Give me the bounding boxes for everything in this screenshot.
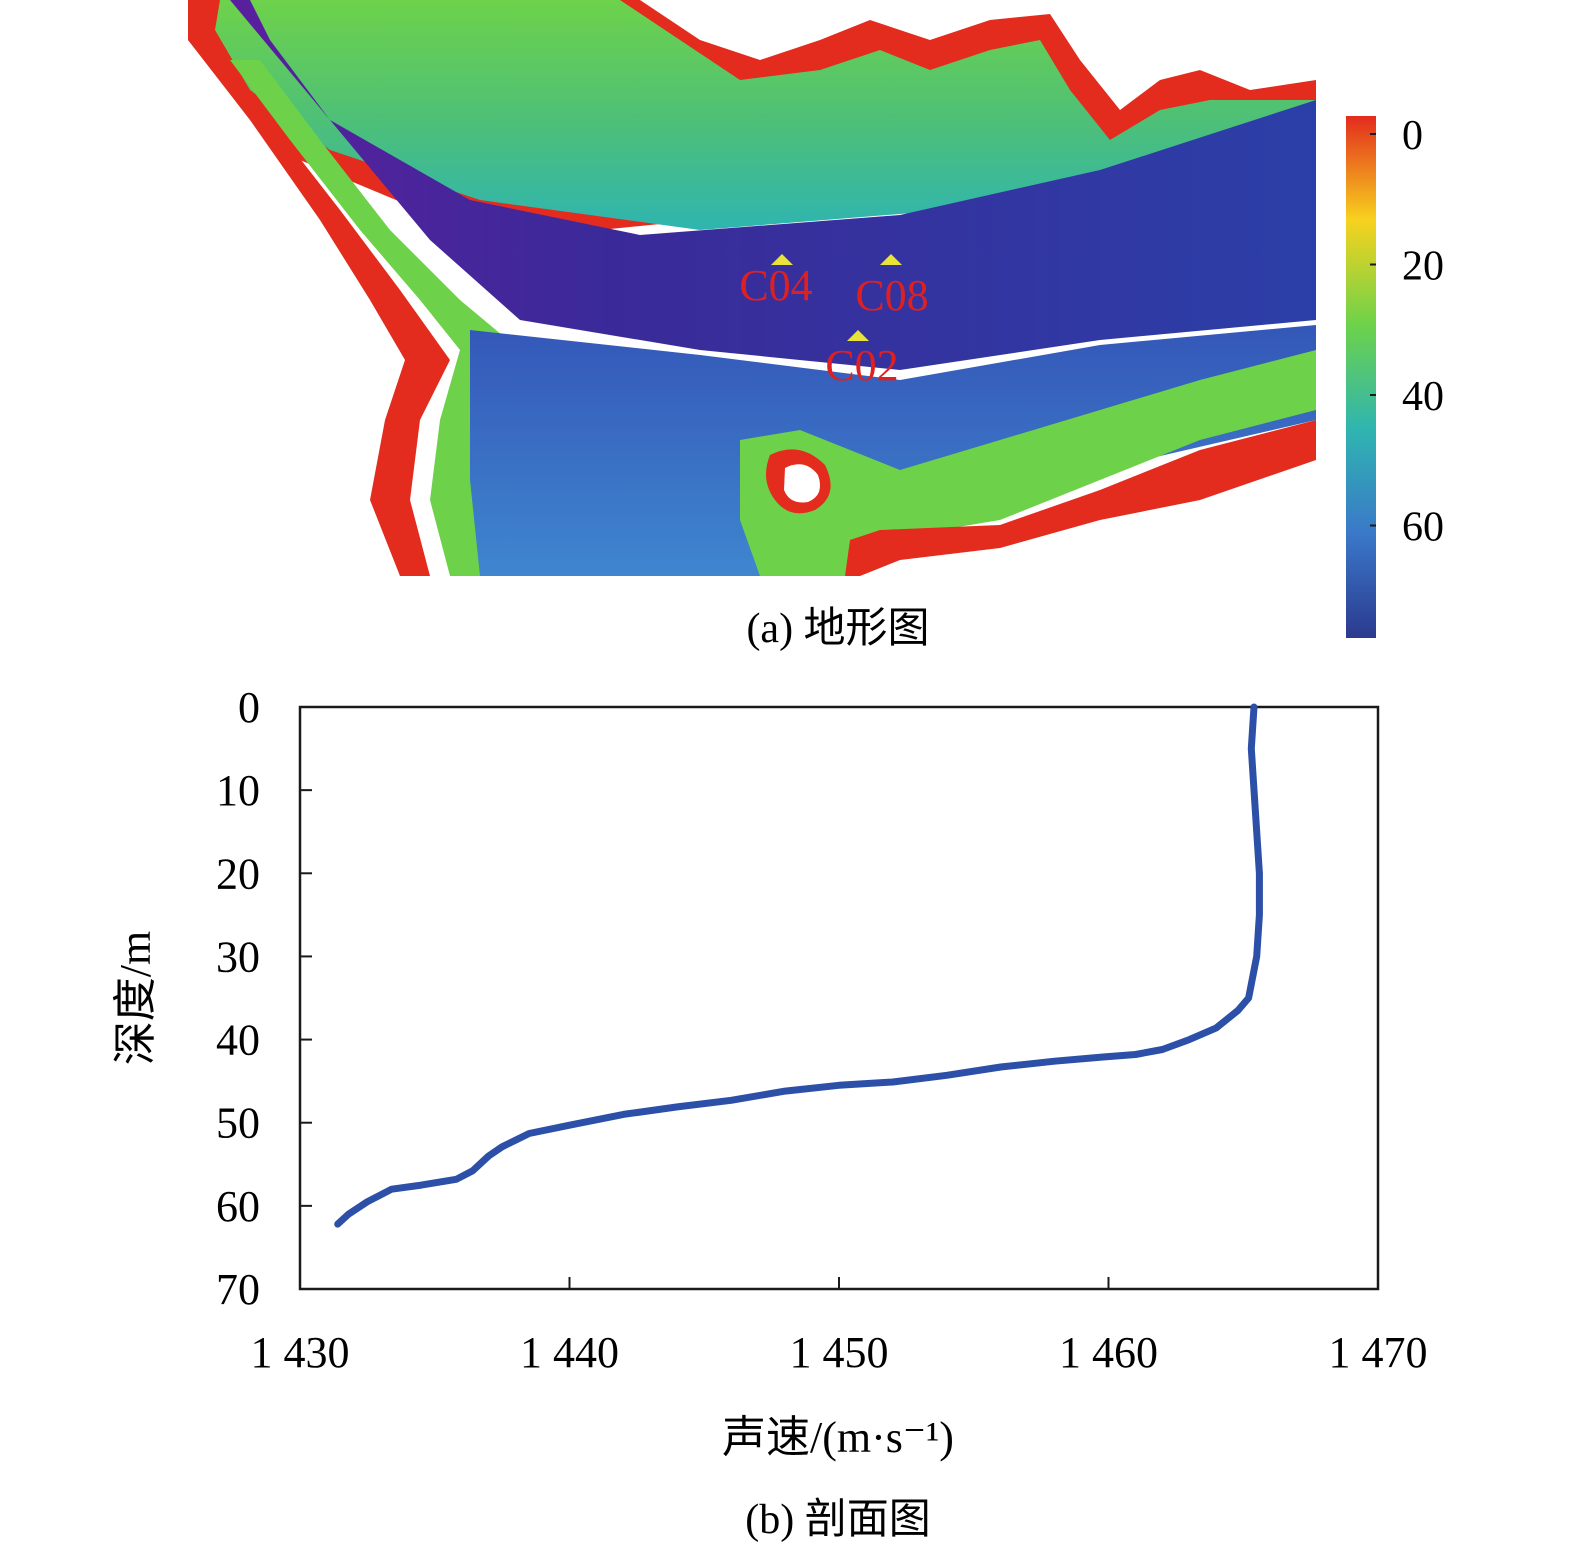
y-tick-label: 40 — [216, 1016, 260, 1065]
x-tick-label: 1 440 — [520, 1328, 619, 1377]
colorbar-ticks: 0 20 40 60 — [1370, 113, 1444, 551]
colorbar-bar — [1346, 116, 1376, 638]
panel-b-caption: (b) 剖面图 — [745, 1497, 930, 1543]
bathymetry-map — [188, 0, 1316, 576]
colorbar-tick-label: 20 — [1402, 244, 1444, 290]
west-shelf — [230, 60, 520, 576]
deep-channel — [230, 0, 1316, 370]
y-tick-label: 0 — [238, 683, 260, 732]
colorbar-tick-label: 60 — [1402, 505, 1444, 551]
station-label-c08: C08 — [855, 271, 928, 320]
x-tick-label: 1 470 — [1329, 1328, 1428, 1377]
y-tick-label: 30 — [216, 932, 260, 981]
north-shelf — [215, 0, 1316, 230]
y-tick-label: 20 — [216, 849, 260, 898]
x-axis-label: 声速/(m·s⁻¹) — [722, 1413, 954, 1462]
station-marker-c04 — [771, 254, 793, 265]
south-shelf — [740, 350, 1316, 576]
x-tick-label: 1 450 — [790, 1328, 889, 1377]
south-shore-red — [845, 420, 1316, 576]
island-core — [784, 464, 821, 503]
station-label-c02: C02 — [825, 341, 898, 390]
y-tick-label: 70 — [216, 1265, 260, 1314]
colorbar: 0 20 40 60 — [1346, 113, 1444, 638]
station-label-c04: C04 — [739, 261, 812, 310]
south-basin — [470, 325, 1316, 576]
x-axis-ticks: 1 430 1 440 1 450 1 460 1 470 — [251, 1277, 1428, 1377]
colorbar-tick-label: 0 — [1402, 113, 1423, 159]
colorbar-tick-label: 40 — [1402, 374, 1444, 420]
x-tick-label: 1 460 — [1059, 1328, 1158, 1377]
stations: C04 C08 C02 — [739, 254, 929, 390]
plot-frame — [298, 705, 1380, 1291]
sound-speed-line — [334, 703, 1263, 1228]
west-shore-edge — [188, 40, 450, 576]
profile-chart: 1 430 1 440 1 450 1 460 1 470 0 10 20 30 40 50 60 7… — [111, 683, 1428, 1543]
panel-a-caption: (a) 地形图 — [746, 606, 929, 652]
y-axis-label: 深度/m — [111, 931, 160, 1065]
west-shore-red — [188, 40, 420, 576]
x-tick-label: 1 430 — [251, 1328, 350, 1377]
station-marker-c02 — [847, 330, 869, 341]
y-tick-label: 60 — [216, 1182, 260, 1231]
station-marker-c08 — [880, 254, 902, 265]
y-axis-ticks: 0 10 20 30 40 50 60 70 — [216, 683, 312, 1314]
y-tick-label: 10 — [216, 766, 260, 815]
y-tick-label: 50 — [216, 1099, 260, 1148]
